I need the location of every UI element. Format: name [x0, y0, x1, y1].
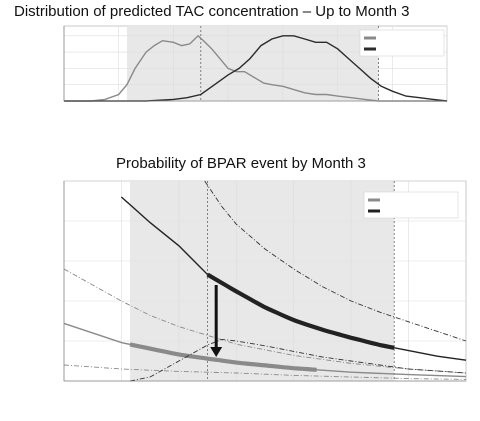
series-line-3 [63, 364, 467, 380]
down-arrow-head [210, 347, 223, 357]
series-highlight-1 [206, 272, 395, 350]
legend-box [363, 191, 459, 219]
series-line-4 [204, 180, 467, 342]
series-highlight-0 [129, 342, 317, 372]
legend-box [359, 29, 445, 57]
series-line-2 [63, 268, 467, 374]
density-chart [63, 25, 448, 102]
series-line-5 [129, 338, 467, 382]
bottom-chart-title: Probability of BPAR event by Month 3 [116, 155, 366, 172]
series-line-1 [64, 35, 448, 102]
probability-chart [63, 180, 467, 382]
series-line-0 [64, 34, 447, 102]
shaded-band [130, 181, 395, 381]
shaded-band [126, 26, 379, 101]
top-chart-title: Distribution of predicted TAC concentrat… [14, 3, 410, 20]
